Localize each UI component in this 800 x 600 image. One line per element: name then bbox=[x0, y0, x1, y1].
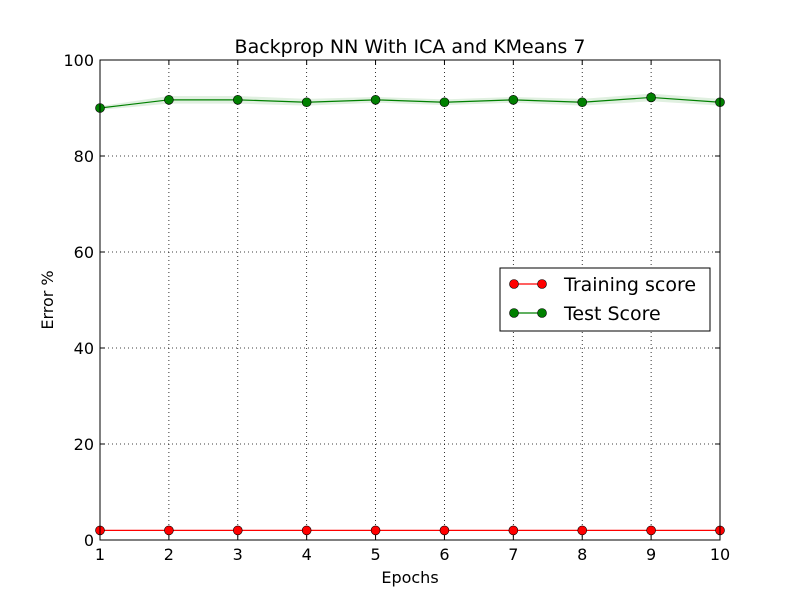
x-tick-label: 1 bbox=[95, 545, 105, 564]
legend-box bbox=[499, 267, 711, 332]
plot-area-frame bbox=[99, 59, 721, 541]
data-point bbox=[439, 97, 450, 108]
data-point bbox=[370, 525, 381, 536]
data-point bbox=[164, 525, 174, 536]
confidence-bands bbox=[100, 93, 720, 110]
x-tick-label: 5 bbox=[370, 545, 380, 564]
legend-marker bbox=[537, 308, 547, 318]
data-point bbox=[577, 97, 588, 108]
legend-label: Test Score bbox=[563, 303, 661, 325]
data-point bbox=[232, 525, 243, 536]
data-point bbox=[508, 95, 519, 105]
data-point bbox=[301, 97, 312, 108]
series-lines bbox=[95, 92, 725, 536]
data-point bbox=[646, 92, 656, 103]
y-axis-title: Error % bbox=[38, 270, 57, 329]
legend-marker bbox=[537, 279, 547, 289]
data-point bbox=[301, 525, 312, 536]
y-tick-label: 0 bbox=[84, 531, 94, 550]
legend-label: Training score bbox=[563, 274, 696, 296]
x-tick-label: 4 bbox=[302, 545, 312, 564]
data-point bbox=[439, 525, 450, 536]
legend: Training score Test Score bbox=[499, 267, 711, 332]
y-tick-label: 80 bbox=[74, 147, 94, 166]
data-point bbox=[508, 525, 519, 536]
x-tick-label: 3 bbox=[233, 545, 243, 564]
x-tick-label: 2 bbox=[164, 545, 174, 564]
chart-title: Backprop NN With ICA and KMeans 7 bbox=[235, 36, 586, 58]
y-tick-label: 60 bbox=[74, 243, 94, 262]
x-tick-label: 9 bbox=[646, 545, 656, 564]
x-tick-label: 8 bbox=[577, 545, 587, 564]
data-point bbox=[646, 525, 656, 536]
y-tick-label: 100 bbox=[63, 51, 94, 70]
data-point bbox=[577, 525, 588, 536]
x-axis-title: Epochs bbox=[381, 568, 438, 587]
series-line bbox=[99, 96, 721, 109]
y-tick-label: 20 bbox=[74, 435, 94, 454]
x-tick-label: 6 bbox=[439, 545, 449, 564]
x-tick-label: 10 bbox=[710, 545, 730, 564]
data-point bbox=[370, 95, 381, 105]
data-point bbox=[164, 95, 174, 105]
data-point bbox=[232, 95, 243, 105]
series-band bbox=[100, 93, 720, 110]
y-tick-label: 40 bbox=[74, 339, 94, 358]
x-tick-label: 7 bbox=[508, 545, 518, 564]
legend-marker bbox=[509, 279, 519, 289]
grid-lines bbox=[100, 60, 720, 540]
legend-marker bbox=[509, 308, 519, 318]
